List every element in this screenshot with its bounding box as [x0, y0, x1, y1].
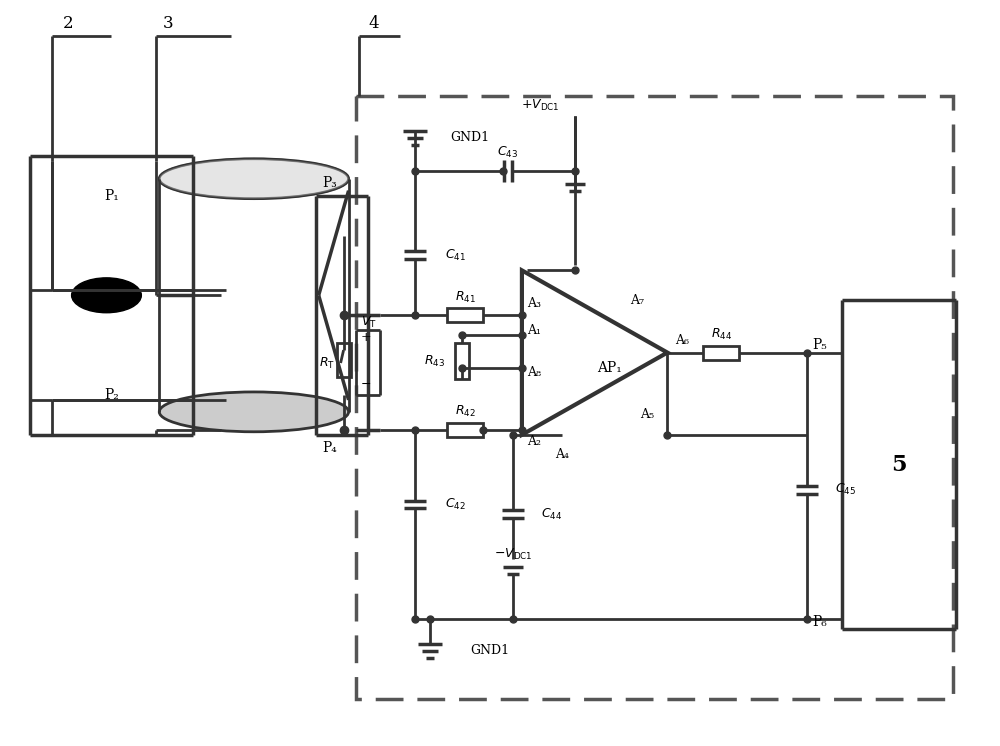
- Text: $C_{41}$: $C_{41}$: [445, 248, 466, 263]
- Bar: [337, 342, 351, 377]
- Text: P₄: P₄: [322, 441, 337, 455]
- Text: A₈: A₈: [527, 366, 541, 379]
- Text: A₃: A₃: [527, 297, 541, 310]
- Text: P₆: P₆: [812, 615, 827, 629]
- Text: $C_{44}$: $C_{44}$: [541, 507, 562, 522]
- Polygon shape: [522, 270, 667, 435]
- Text: 3: 3: [163, 15, 174, 32]
- Text: P₅: P₅: [812, 338, 827, 351]
- Text: $V_\mathrm{T}$: $V_\mathrm{T}$: [361, 315, 376, 330]
- Text: $R_{43}$: $R_{43}$: [424, 354, 445, 369]
- Ellipse shape: [72, 278, 141, 313]
- Text: A₂: A₂: [527, 435, 541, 448]
- Text: A₄: A₄: [555, 448, 569, 461]
- Text: −: −: [361, 378, 371, 392]
- Text: $C_{43}$: $C_{43}$: [497, 145, 519, 160]
- Text: 4: 4: [368, 15, 379, 32]
- Text: 5: 5: [891, 454, 906, 476]
- Text: GND1: GND1: [470, 645, 509, 657]
- Text: 2: 2: [63, 15, 74, 32]
- FancyBboxPatch shape: [356, 96, 953, 699]
- Text: AP₁: AP₁: [597, 360, 622, 374]
- Bar: [703, 345, 739, 360]
- Ellipse shape: [159, 159, 349, 198]
- Text: $-V_\mathrm{DC1}$: $-V_\mathrm{DC1}$: [494, 547, 532, 562]
- Text: $R_{41}$: $R_{41}$: [455, 289, 476, 305]
- Text: $C_{42}$: $C_{42}$: [445, 497, 466, 512]
- Text: $R_{42}$: $R_{42}$: [455, 404, 476, 419]
- Text: P₃: P₃: [322, 176, 337, 189]
- Bar: [447, 423, 483, 436]
- Text: $C_{45}$: $C_{45}$: [835, 482, 856, 497]
- Text: $+V_\mathrm{DC1}$: $+V_\mathrm{DC1}$: [521, 98, 560, 113]
- Bar: [455, 343, 469, 379]
- Text: A₇: A₇: [630, 294, 644, 307]
- Text: A₁: A₁: [527, 324, 541, 336]
- Text: P₁: P₁: [104, 189, 119, 203]
- Text: P₂: P₂: [104, 388, 119, 402]
- Ellipse shape: [159, 159, 349, 198]
- Text: A₆: A₆: [675, 334, 689, 347]
- Ellipse shape: [159, 392, 349, 432]
- Text: +: +: [361, 330, 371, 344]
- Bar: [447, 308, 483, 322]
- Text: GND1: GND1: [450, 131, 489, 145]
- Text: $R_{44}$: $R_{44}$: [711, 327, 732, 342]
- Text: A₅: A₅: [640, 408, 655, 421]
- Text: $R_\mathrm{T}$: $R_\mathrm{T}$: [319, 356, 335, 371]
